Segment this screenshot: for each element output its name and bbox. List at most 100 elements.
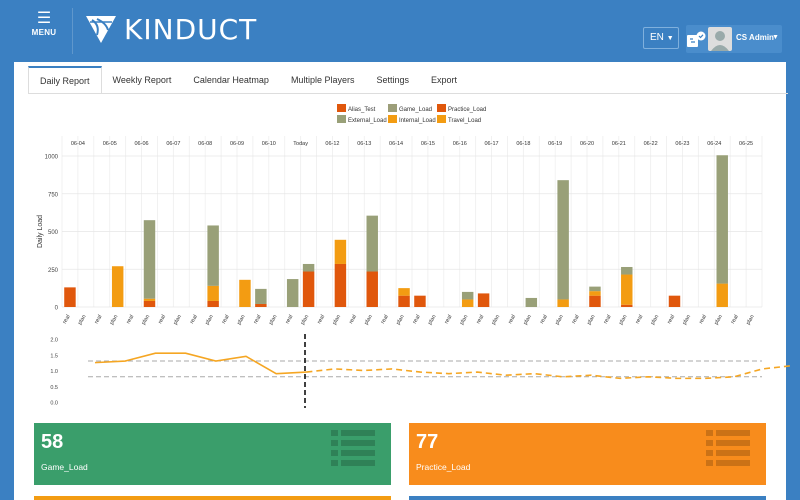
category-label: 06-22 (644, 141, 658, 147)
line-y-tick-label: 1.0 (50, 369, 58, 375)
category-label: 06-07 (166, 141, 180, 147)
sub-label: plan (109, 314, 119, 326)
menu-button[interactable]: ☰ MENU (22, 10, 66, 50)
bar-external-load (207, 225, 219, 286)
sub-label: real (635, 314, 645, 325)
y-axis-label: Daily Load (37, 215, 44, 248)
bar-internal-load (334, 239, 347, 264)
kinduct-logo-icon (86, 16, 116, 43)
card-label: Practice_Load (416, 462, 471, 472)
sub-label: real (476, 314, 486, 325)
bar-external-load (716, 155, 728, 284)
bar-internal-load (398, 288, 410, 296)
y-tick-label: 250 (48, 268, 59, 274)
sub-label: real (571, 314, 581, 325)
switch-user-icon[interactable] (686, 31, 706, 49)
bar-practice-load (143, 300, 156, 307)
hamburger-icon: ☰ (36, 10, 52, 27)
user-menu[interactable]: CS Admin ▼ (686, 25, 782, 53)
sub-label: plan (554, 314, 564, 326)
list-icon (706, 430, 750, 466)
sub-label: real (730, 314, 740, 325)
category-label: 06-06 (135, 141, 149, 147)
bar-external-load (621, 266, 633, 275)
bar-internal-load (716, 283, 728, 307)
bar-external-load (557, 180, 569, 300)
sub-label: real (603, 314, 613, 325)
legend-label: External_Load (348, 118, 387, 124)
bar-internal-load (111, 266, 124, 307)
tab-settings[interactable]: Settings (376, 75, 409, 85)
y-tick-label: 0 (55, 306, 59, 312)
sub-label: real (221, 314, 231, 325)
sub-label: real (253, 314, 263, 325)
sub-label: real (189, 314, 199, 325)
sub-label: real (380, 314, 390, 325)
category-label: 06-24 (707, 141, 721, 147)
bar-external-load (525, 297, 538, 307)
language-value: EN (650, 32, 664, 43)
bar-practice-load (64, 287, 76, 307)
bar-external-load (366, 215, 378, 272)
line-y-tick-label: 0.0 (50, 401, 58, 407)
practice-load-card[interactable]: 77 Practice_Load (409, 423, 766, 485)
sub-label: plan (491, 314, 501, 326)
category-label: 06-19 (548, 141, 562, 147)
card-value: 77 (416, 431, 439, 453)
category-label: Today (293, 141, 308, 147)
legend-swatch (337, 115, 346, 123)
bar-external-load (589, 286, 601, 292)
sub-label: real (698, 314, 708, 325)
legend-swatch (337, 104, 346, 112)
tab-daily-report[interactable]: Daily Report (28, 66, 102, 94)
divider (72, 8, 73, 54)
sub-label: real (539, 314, 549, 325)
legend-swatch (388, 115, 397, 123)
sub-label: plan (300, 314, 310, 326)
bar-internal-load (589, 291, 601, 296)
category-label: 06-08 (198, 141, 212, 147)
tab-export[interactable]: Export (431, 75, 458, 85)
tab-calendar-heatmap[interactable]: Calendar Heatmap (193, 75, 269, 85)
sub-label: plan (523, 314, 533, 326)
legend-label: Internal_Load (399, 118, 436, 124)
report-tabs: Daily Report Weekly Report Calendar Heat… (28, 66, 468, 94)
category-label: 06-17 (485, 141, 499, 147)
caret-down-icon: ▼ (666, 35, 674, 42)
category-label: 06-10 (262, 141, 276, 147)
brand-logo[interactable]: KINDUCT (84, 12, 257, 46)
category-label: 06-05 (103, 141, 117, 147)
category-label: 06-13 (357, 141, 371, 147)
bar-internal-load (621, 274, 633, 305)
category-label: 06-23 (675, 141, 689, 147)
sub-label: plan (459, 314, 469, 326)
legend-label: Alias_Test (348, 107, 376, 113)
tab-weekly-report[interactable]: Weekly Report (112, 75, 172, 85)
sub-label: plan (236, 314, 246, 326)
projected-line (306, 364, 791, 380)
next-card-edge (34, 496, 391, 500)
legend-swatch (437, 115, 446, 123)
caret-down-icon: ▼ (772, 34, 779, 41)
sub-label: plan (141, 314, 151, 326)
top-bar: ☰ MENU KINDUCT EN ▼ CS Admin ▼ (0, 0, 800, 62)
sub-label: real (412, 314, 422, 325)
category-label: 06-15 (421, 141, 435, 147)
sub-label: plan (204, 314, 214, 326)
bar-external-load (255, 288, 267, 304)
sub-label: plan (395, 314, 405, 326)
bar-practice-load (668, 295, 681, 307)
language-select[interactable]: EN ▼ (643, 27, 679, 49)
bar-practice-load (334, 263, 347, 307)
sub-label: real (285, 314, 295, 325)
bar-practice-load (621, 304, 633, 307)
game-load-card[interactable]: 58 Game_Load (34, 423, 391, 485)
next-card-edge (409, 496, 766, 500)
sub-label: plan (650, 314, 660, 326)
bar-external-load (461, 291, 474, 300)
bar-practice-load (589, 295, 601, 307)
bar-practice-load (398, 295, 410, 307)
tab-multiple-players[interactable]: Multiple Players (290, 75, 355, 85)
brand-name: KINDUCT (124, 12, 258, 46)
sub-label: real (157, 314, 167, 325)
